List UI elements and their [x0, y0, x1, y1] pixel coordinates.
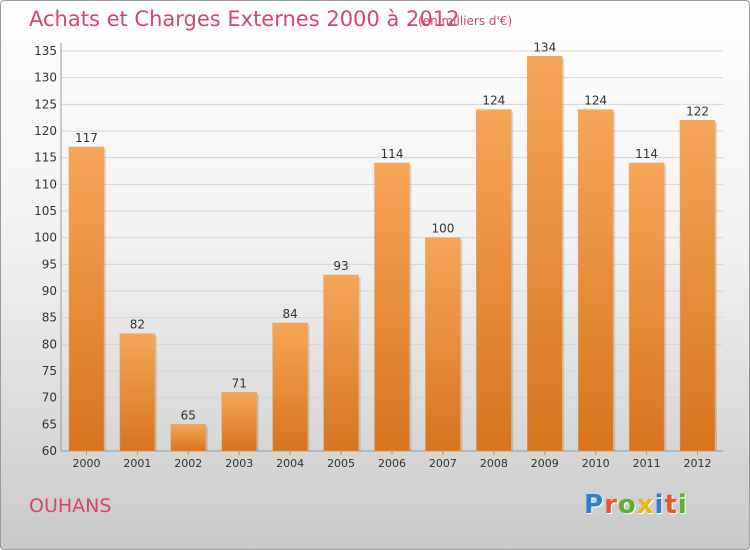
bar-value-label: 71	[232, 376, 247, 390]
y-tick-label: 130	[34, 71, 57, 85]
bar-value-label: 114	[635, 147, 658, 161]
y-tick-label: 95	[42, 257, 57, 271]
logo-letter: i	[677, 490, 688, 520]
bar	[374, 162, 410, 452]
x-tick-label: 2006	[378, 457, 406, 470]
y-tick-label: 100	[34, 231, 57, 245]
logo-letter: P	[584, 490, 605, 520]
x-tick-label: 2012	[684, 457, 712, 470]
y-tick-label: 125	[34, 97, 57, 111]
x-tick-label: 2000	[72, 457, 100, 470]
chart-subtitle: (en milliers d'€)	[418, 14, 513, 28]
y-tick-label: 90	[42, 284, 57, 298]
bar-value-label: 82	[130, 318, 145, 332]
x-tick-label: 2003	[225, 457, 253, 470]
x-tick-label: 2010	[582, 457, 610, 470]
logo-letter: t	[664, 490, 678, 520]
bar	[170, 424, 207, 452]
x-tick-label: 2009	[531, 457, 559, 470]
y-tick-label: 65	[42, 417, 57, 431]
bar-value-label: 93	[333, 259, 348, 273]
x-tick-label: 2002	[174, 457, 202, 470]
bar-value-label: 100	[431, 222, 454, 236]
proxiti-logo: Proxiti	[584, 490, 688, 520]
bar	[476, 109, 512, 452]
y-tick-label: 115	[34, 151, 57, 165]
y-tick-label: 75	[42, 364, 57, 378]
bar-value-label: 65	[181, 408, 196, 422]
bar	[272, 322, 308, 452]
bar	[577, 109, 614, 452]
bar	[119, 333, 156, 452]
bar	[323, 274, 359, 452]
logo-letter: r	[604, 490, 618, 520]
y-tick-label: 110	[34, 177, 57, 191]
y-tick-label: 135	[34, 44, 57, 58]
logo-letter: i	[654, 490, 665, 520]
bar-value-label: 124	[482, 94, 505, 108]
y-tick-label: 105	[34, 204, 57, 218]
y-tick-label: 60	[42, 444, 57, 458]
bar-value-label: 124	[584, 94, 607, 108]
bar-value-label: 84	[283, 307, 298, 321]
x-tick-label: 2008	[480, 457, 508, 470]
bar-value-label: 117	[75, 131, 98, 145]
y-tick-label: 70	[42, 391, 57, 405]
bar	[425, 237, 461, 452]
logo-letter: x	[636, 490, 655, 520]
x-tick-label: 2007	[429, 457, 457, 470]
bar	[68, 146, 105, 452]
bar	[679, 120, 716, 452]
y-tick-label: 85	[42, 311, 57, 325]
x-tick-label: 2001	[123, 457, 151, 470]
x-tick-label: 2011	[633, 457, 661, 470]
y-tick-label: 80	[42, 337, 57, 351]
bar	[628, 162, 665, 452]
logo-letter: o	[617, 490, 637, 520]
chart-title: Achats et Charges Externes 2000 à 2012	[29, 7, 460, 31]
bar-value-label: 134	[533, 40, 556, 54]
bar	[221, 392, 257, 452]
bar-value-label: 114	[381, 147, 404, 161]
bar	[527, 56, 563, 452]
x-tick-label: 2005	[327, 457, 355, 470]
commune-name: OUHANS	[29, 495, 112, 517]
x-tick-label: 2004	[276, 457, 304, 470]
bar-value-label: 122	[686, 104, 709, 118]
y-tick-label: 120	[34, 124, 57, 138]
